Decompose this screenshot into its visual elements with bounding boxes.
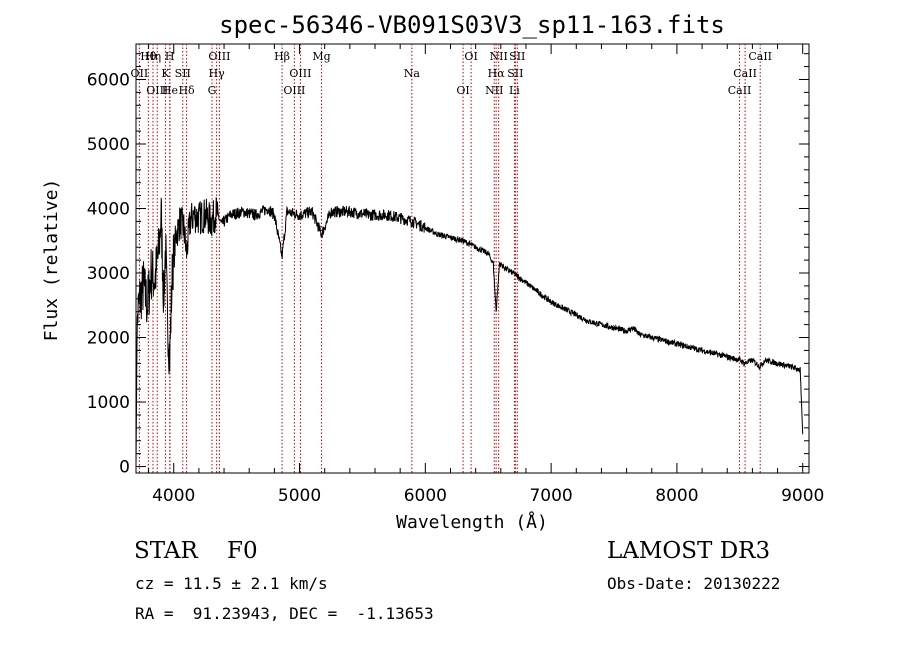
y-tick-label: 0 bbox=[119, 458, 130, 478]
y-tick-label: 3000 bbox=[87, 264, 130, 284]
x-tick-label: 4000 bbox=[152, 486, 195, 506]
classification-label: STAR F0 bbox=[134, 538, 258, 564]
emission-line-label: Hβ bbox=[274, 50, 290, 63]
x-tick-label: 8000 bbox=[655, 486, 698, 506]
emission-line-label: NII bbox=[485, 84, 503, 97]
x-tick-label: 9000 bbox=[781, 486, 824, 506]
emission-line-label: Hδ bbox=[178, 84, 195, 97]
y-tick-label: 1000 bbox=[87, 393, 130, 413]
emission-line-label: Mg bbox=[312, 50, 330, 63]
emission-line-label: SII bbox=[507, 67, 523, 80]
emission-line-label: OII bbox=[131, 67, 149, 80]
emission-line-labels: HθOIIOIIIHηKHeHSIIHδOIIIHγGHβOIIIOIIIMgN… bbox=[131, 50, 772, 97]
y-axis-label: Flux (relative) bbox=[41, 179, 62, 342]
y-tick-label: 2000 bbox=[87, 329, 130, 349]
emission-line-label: OIII bbox=[146, 84, 168, 97]
y-tick-label: 6000 bbox=[87, 70, 130, 90]
emission-line-label: Na bbox=[404, 67, 421, 80]
emission-line-label: NII bbox=[490, 50, 508, 63]
emission-line-label: SII bbox=[509, 50, 525, 63]
obs-date-label: Obs-Date: 20130222 bbox=[607, 574, 781, 593]
emission-line-label: Hα bbox=[488, 67, 506, 80]
survey-label: LAMOST DR3 bbox=[607, 538, 771, 564]
y-axis-ticks: 0 1000 2000 3000 4000 5000 6000 bbox=[87, 53, 809, 478]
emission-line-label: Hθ bbox=[140, 50, 157, 63]
x-axis-ticks: 4000 5000 6000 7000 8000 9000 bbox=[148, 44, 824, 506]
emission-line-label: CaII bbox=[748, 50, 772, 63]
emission-line-label: Hη bbox=[145, 50, 161, 63]
x-tick-label: 7000 bbox=[529, 486, 572, 506]
emission-line-label: SII bbox=[175, 67, 191, 80]
x-axis-label: Wavelength (Å) bbox=[396, 511, 548, 533]
emission-line-label: K bbox=[161, 67, 170, 80]
emission-line-label: OIII bbox=[208, 50, 230, 63]
x-tick-label: 5000 bbox=[278, 486, 321, 506]
emission-line-label: OIII bbox=[289, 67, 311, 80]
emission-line-label: G bbox=[208, 84, 217, 97]
redshift-label: cz = 11.5 ± 2.1 km/s bbox=[135, 574, 328, 593]
emission-line-label: OI bbox=[456, 84, 469, 97]
y-tick-label: 4000 bbox=[87, 200, 130, 220]
emission-lines bbox=[138, 44, 761, 473]
y-tick-label: 5000 bbox=[87, 135, 130, 155]
emission-line-label: OIII bbox=[283, 84, 305, 97]
flux-series-line bbox=[135, 197, 804, 467]
emission-line-label: Li bbox=[509, 84, 520, 97]
x-tick-label: 6000 bbox=[404, 486, 447, 506]
emission-line-label: H bbox=[165, 50, 175, 63]
chart-title: spec-56346-VB091S03V3_sp11-163.fits bbox=[219, 11, 725, 39]
emission-line-label: He bbox=[162, 84, 178, 97]
emission-line-label: Hγ bbox=[209, 67, 226, 80]
coordinates-label: RA = 91.23943, DEC = -1.13653 bbox=[135, 604, 434, 623]
emission-line-label: CaII bbox=[728, 84, 752, 97]
plot-frame bbox=[135, 43, 810, 474]
emission-line-label: CaII bbox=[733, 67, 757, 80]
emission-line-label: OI bbox=[464, 50, 477, 63]
